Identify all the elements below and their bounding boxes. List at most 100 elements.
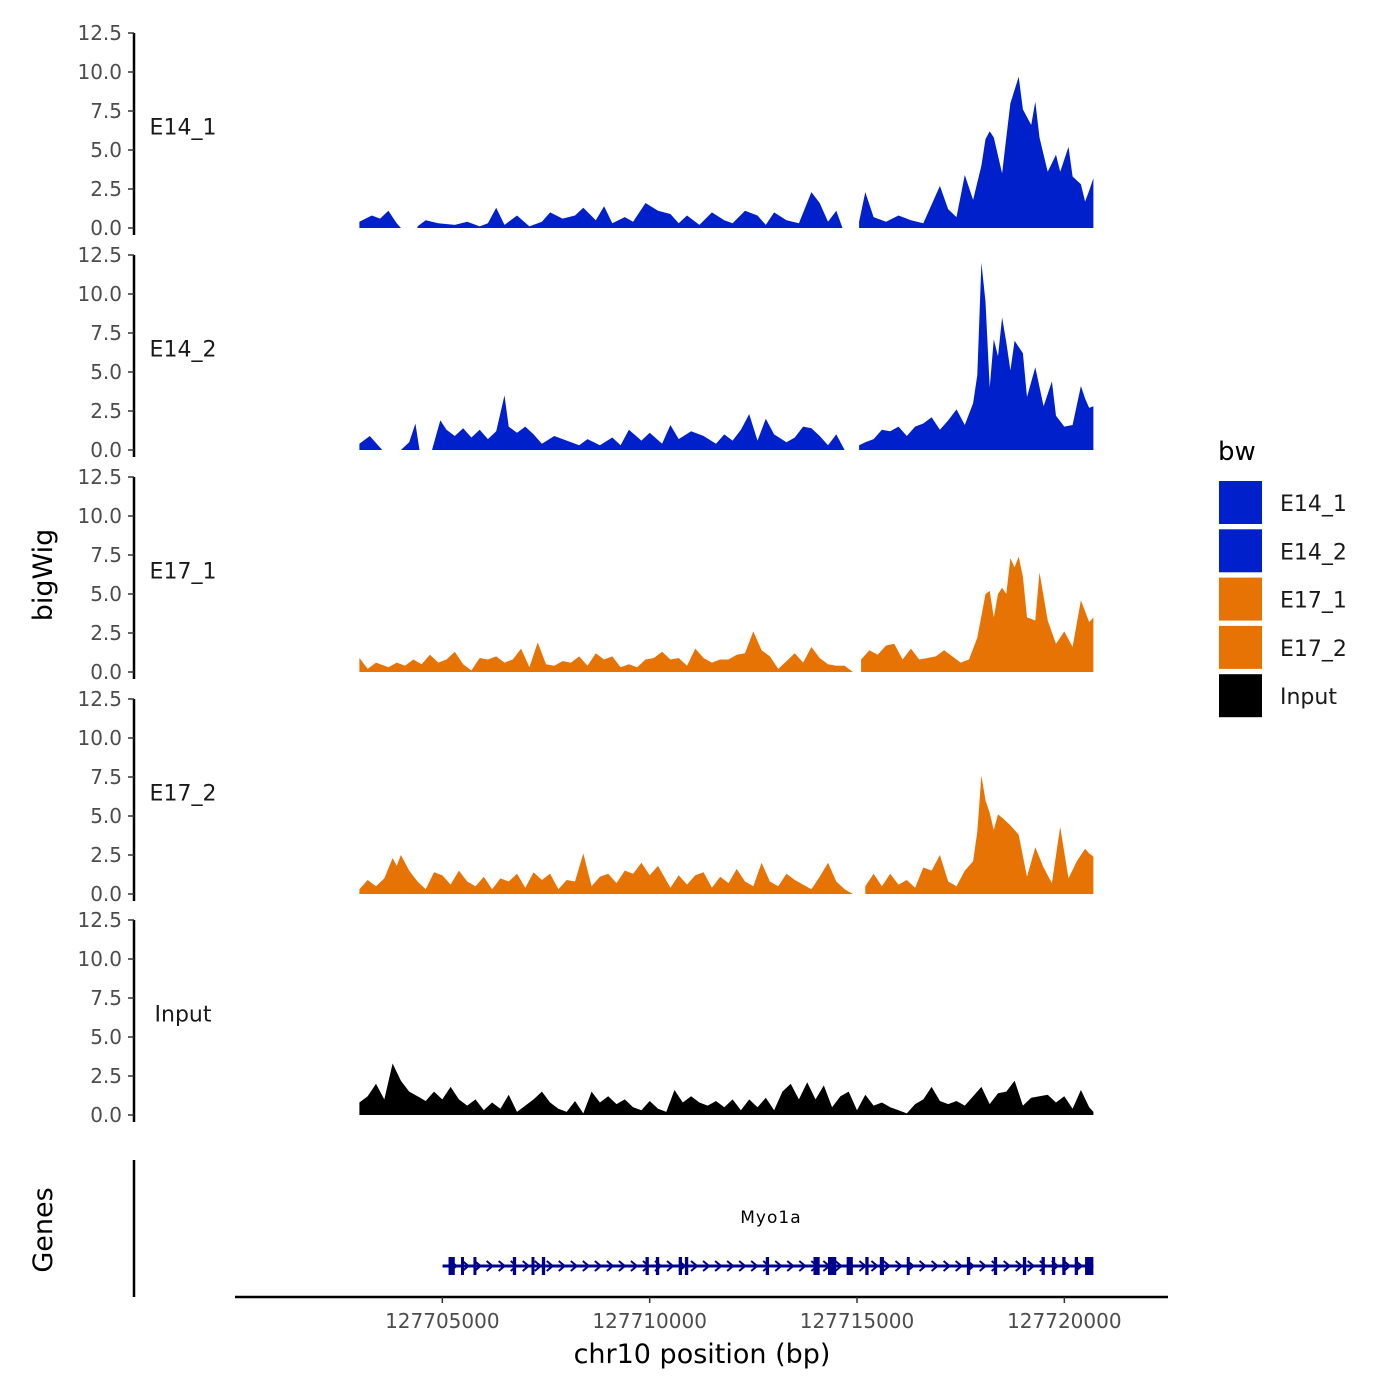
y-tick-label: 0.0	[90, 216, 122, 240]
exon	[1041, 1257, 1045, 1275]
exon	[906, 1257, 910, 1275]
gene-track-title: Genes	[28, 1187, 59, 1272]
strand-arrow	[485, 1260, 495, 1272]
y-tick-label: 10.0	[77, 504, 122, 528]
legend-swatch	[1217, 575, 1264, 623]
signal-area	[865, 775, 1094, 894]
exon	[645, 1257, 649, 1275]
y-tick-label: 2.5	[90, 177, 122, 201]
strand-arrow	[750, 1260, 759, 1272]
track-label: E14_2	[150, 338, 217, 363]
strand-arrow	[497, 1260, 507, 1272]
exon	[1051, 1257, 1056, 1275]
y-tick-label: 12.5	[77, 908, 122, 932]
exon	[1085, 1257, 1094, 1275]
legend-label: E14_2	[1280, 540, 1347, 565]
legend-swatch	[1217, 479, 1264, 526]
track-e14-2: 0.0 2.5 5.0 7.5 10.0 12.5 E14_2	[77, 243, 1094, 462]
strand-arrow	[594, 1260, 603, 1272]
y-tick-label: 5.0	[90, 360, 122, 384]
y-tick-label: 12.5	[77, 465, 122, 489]
y-tick-label: 0.0	[90, 1103, 122, 1127]
strand-arrow	[942, 1260, 952, 1272]
strand-arrow	[630, 1260, 639, 1272]
strand-arrow	[582, 1260, 591, 1272]
y-tick-label: 12.5	[77, 687, 122, 711]
strand-arrow	[979, 1260, 988, 1272]
gene-track: Genes Myo1a	[28, 1160, 1094, 1297]
exon	[460, 1257, 464, 1275]
y-tick-label: 12.5	[77, 243, 122, 267]
exon	[655, 1257, 660, 1275]
y-axis-title: bigWig	[28, 529, 59, 622]
y-tick-label: 7.5	[90, 99, 122, 123]
strand-arrow	[570, 1260, 579, 1272]
y-tick-label: 7.5	[90, 543, 122, 567]
strand-arrow	[918, 1260, 928, 1272]
strand-arrow	[618, 1260, 627, 1272]
track-label: Input	[155, 1003, 212, 1028]
exon	[448, 1257, 455, 1275]
x-axis-title: chr10 position (bp)	[574, 1339, 831, 1370]
track-e17-1: 0.0 2.5 5.0 7.5 10.0 12.5 E17_1	[77, 465, 1094, 684]
strand-arrow	[1027, 1260, 1036, 1272]
gene-name-label: Myo1a	[740, 1208, 801, 1228]
strand-arrow	[690, 1260, 699, 1272]
legend: bw E14_1 E14_2 E17_1 E17_2 Input	[1217, 437, 1347, 720]
y-tick-label: 0.0	[90, 882, 122, 906]
exon	[879, 1257, 884, 1275]
signal-area	[359, 436, 383, 450]
exon	[684, 1257, 689, 1275]
y-tick-label: 2.5	[90, 843, 122, 867]
exon	[1022, 1257, 1027, 1275]
signal-area	[861, 556, 1094, 672]
strand-arrow	[870, 1260, 879, 1272]
strand-arrow	[774, 1260, 783, 1272]
strand-arrow	[522, 1260, 531, 1272]
legend-swatch	[1217, 672, 1264, 720]
y-tick-label: 10.0	[77, 60, 122, 84]
signal-area	[400, 423, 420, 450]
exon	[1074, 1257, 1079, 1275]
strand-arrow	[510, 1260, 519, 1272]
strand-arrow	[642, 1260, 651, 1272]
y-tick-label: 7.5	[90, 765, 122, 789]
exon	[865, 1257, 869, 1275]
exon	[678, 1257, 683, 1275]
legend-label: E14_1	[1280, 492, 1347, 517]
x-tick-label: 127715000	[800, 1309, 915, 1333]
x-axis: 127705000 127710000 127715000 127720000	[235, 1295, 1168, 1333]
strand-arrow	[882, 1260, 892, 1272]
track-label: E17_1	[150, 560, 217, 585]
strand-arrow	[798, 1260, 807, 1272]
exon	[541, 1257, 546, 1275]
y-tick-label: 5.0	[90, 138, 122, 162]
signal-area	[359, 853, 853, 894]
strand-arrow	[991, 1260, 1000, 1272]
strand-arrow	[954, 1260, 964, 1272]
y-tick-label: 10.0	[77, 947, 122, 971]
legend-label: Input	[1280, 685, 1337, 710]
x-tick-label: 127720000	[1007, 1309, 1122, 1333]
strand-arrow	[1063, 1260, 1072, 1272]
y-tick-label: 12.5	[77, 21, 122, 45]
x-tick-label: 127710000	[592, 1309, 707, 1333]
strand-arrow	[1015, 1260, 1024, 1272]
legend-label: E17_1	[1280, 589, 1347, 614]
legend-swatch	[1217, 623, 1264, 671]
y-tick-label: 2.5	[90, 399, 122, 423]
y-tick-label: 5.0	[90, 1025, 122, 1049]
strand-arrow	[930, 1260, 940, 1272]
y-tick-label: 0.0	[90, 660, 122, 684]
exon	[765, 1257, 770, 1275]
signal-area	[359, 210, 401, 228]
signal-area	[417, 192, 843, 228]
strand-arrow	[534, 1260, 543, 1272]
strand-arrow	[834, 1260, 843, 1272]
strand-arrow	[702, 1260, 711, 1272]
exon	[512, 1257, 517, 1275]
signal-tracks: 0.0 2.5 5.0 7.5 10.0 12.5 E14_1 0.0 2.5 5.0 7.5 10.…	[77, 21, 1094, 1127]
signal-area	[859, 76, 1094, 228]
strand-arrow	[473, 1260, 483, 1272]
